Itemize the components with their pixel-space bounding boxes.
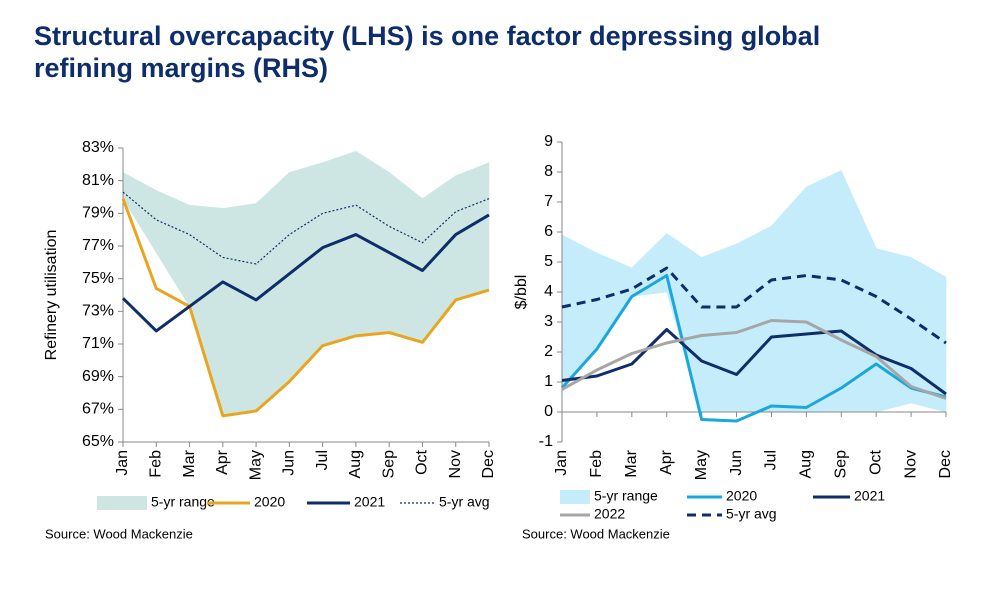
y-tick-label: 79% bbox=[82, 205, 114, 222]
legend-swatch bbox=[560, 490, 590, 504]
x-tick-label: Mar bbox=[181, 449, 198, 477]
range-band bbox=[222, 203, 257, 417]
legend-label: 2020 bbox=[254, 494, 285, 510]
x-tick-label: Apr bbox=[658, 449, 675, 475]
y-tick-label: 83% bbox=[82, 139, 114, 156]
legend-label: 5-yr avg bbox=[726, 506, 777, 522]
y-tick-label: 75% bbox=[82, 270, 114, 287]
range-band bbox=[422, 175, 457, 344]
y-tick-label: 67% bbox=[82, 401, 114, 418]
x-tick-label: Feb bbox=[588, 450, 605, 478]
legend-swatch bbox=[97, 496, 147, 510]
range-band bbox=[596, 252, 633, 350]
series-line bbox=[561, 328, 947, 396]
x-tick-label: May bbox=[247, 450, 264, 480]
y-tick-label: 0 bbox=[544, 403, 553, 420]
x-tick-label: Feb bbox=[147, 450, 164, 478]
series-line bbox=[560, 274, 947, 423]
page-title: Structural overcapacity (LHS) is one fac… bbox=[34, 21, 821, 83]
y-axis-label: $/bbl bbox=[513, 275, 530, 310]
legend-label: 2021 bbox=[354, 494, 385, 510]
y-tick-label: 69% bbox=[82, 368, 114, 385]
x-tick-label: Sep bbox=[380, 450, 397, 479]
x-tick-label: Jul bbox=[763, 450, 780, 470]
x-tick-label: Jul bbox=[314, 450, 331, 470]
x-tick-label: Jan bbox=[553, 450, 570, 476]
y-tick-label: 8 bbox=[544, 163, 553, 180]
y-axis-label: Refinery utilisation bbox=[43, 230, 60, 361]
x-tick-label: Mar bbox=[623, 449, 640, 477]
series-line bbox=[121, 213, 490, 333]
series-line bbox=[561, 266, 947, 345]
y-tick-label: 2 bbox=[544, 343, 553, 360]
range-band bbox=[771, 186, 807, 413]
y-tick-label: 65% bbox=[82, 433, 114, 450]
legend-label: 2021 bbox=[854, 488, 885, 504]
range-band bbox=[561, 234, 598, 389]
series-line bbox=[121, 198, 490, 418]
y-tick-label: 77% bbox=[82, 237, 114, 254]
x-tick-label: Oct bbox=[414, 449, 431, 474]
range-band bbox=[736, 225, 772, 413]
y-tick-label: 81% bbox=[82, 172, 114, 189]
x-tick-label: Jun bbox=[728, 450, 745, 476]
x-tick-label: Apr bbox=[214, 449, 231, 475]
range-band bbox=[666, 232, 702, 413]
x-tick-label: Jan bbox=[114, 450, 131, 476]
range-band bbox=[388, 171, 423, 343]
range-band bbox=[701, 243, 737, 413]
range-band bbox=[255, 171, 290, 412]
y-tick-label: 9 bbox=[544, 133, 553, 150]
y-tick-label: -1 bbox=[539, 433, 553, 450]
x-tick-label: Dec bbox=[480, 450, 497, 478]
x-tick-label: Sep bbox=[832, 450, 849, 479]
legend-label: 5-yr range bbox=[594, 488, 658, 504]
y-tick-label: 6 bbox=[544, 223, 553, 240]
legend-label: 5-yr range bbox=[151, 494, 215, 510]
x-tick-label: May bbox=[693, 450, 710, 480]
range-band bbox=[289, 162, 323, 383]
y-tick-label: 73% bbox=[82, 303, 114, 320]
x-tick-label: Jun bbox=[281, 450, 298, 476]
legend-label: 5-yr avg bbox=[439, 494, 490, 510]
x-tick-label: Aug bbox=[798, 450, 815, 478]
source-note: Source: Wood Mackenzie bbox=[45, 526, 193, 541]
legend-label: 2020 bbox=[726, 488, 757, 504]
range-band bbox=[875, 248, 912, 413]
y-tick-label: 7 bbox=[544, 193, 553, 210]
series-line bbox=[561, 319, 947, 400]
source-note: Source: Wood Mackenzie bbox=[522, 526, 670, 541]
range-band bbox=[806, 170, 842, 413]
x-tick-label: Dec bbox=[937, 450, 954, 478]
range-band bbox=[189, 204, 224, 416]
y-tick-label: 3 bbox=[544, 313, 553, 330]
legend-label: 2022 bbox=[594, 506, 625, 522]
y-tick-label: 4 bbox=[544, 283, 553, 300]
series-line bbox=[122, 191, 490, 265]
x-tick-label: Aug bbox=[347, 450, 364, 478]
range-band bbox=[155, 190, 190, 308]
x-tick-label: Nov bbox=[447, 450, 464, 478]
x-tick-label: Nov bbox=[902, 450, 919, 478]
x-tick-label: Oct bbox=[867, 449, 884, 474]
y-tick-label: 5 bbox=[544, 253, 553, 270]
range-band bbox=[322, 150, 357, 347]
y-tick-label: 71% bbox=[82, 335, 114, 352]
y-tick-label: 1 bbox=[544, 373, 553, 390]
